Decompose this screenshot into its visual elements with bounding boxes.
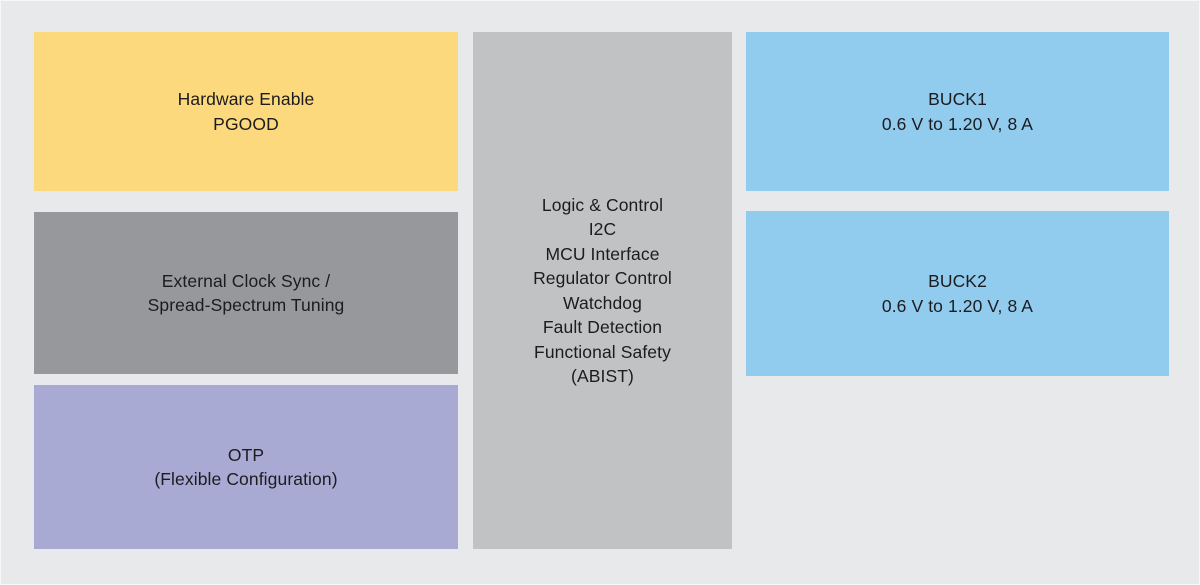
block-external-clock-sync: External Clock Sync / Spread-Spectrum Tu…	[34, 212, 458, 374]
block-line: BUCK2	[928, 271, 987, 291]
block-line: Hardware Enable	[177, 89, 315, 109]
block-line: External Clock Sync /	[161, 270, 331, 291]
block-line: I2C	[588, 219, 617, 239]
block-line: Regulator Control	[533, 268, 672, 288]
block-hardware-enable: Hardware Enable PGOOD	[34, 32, 458, 191]
block-otp: OTP (Flexible Configuration)	[34, 385, 458, 549]
block-line: BUCK1	[928, 89, 987, 109]
block-buck2-regulator: BUCK2 0.6 V to 1.20 V, 8 A	[746, 211, 1169, 376]
block-line: 0.6 V to 1.20 V, 8 A	[881, 113, 1034, 134]
block-line: (ABIST)	[571, 366, 634, 386]
block-line: Fault Detection	[542, 317, 663, 337]
block-line: Spread-Spectrum Tuning	[147, 295, 345, 315]
block-line: OTP	[227, 444, 265, 465]
block-line: 0.6 V to 1.20 V, 8 A	[881, 295, 1034, 316]
block-line: MCU Interface	[545, 243, 660, 264]
block-line: Logic & Control	[541, 194, 664, 215]
block-line: (Flexible Configuration)	[154, 469, 338, 489]
block-buck1-regulator: BUCK1 0.6 V to 1.20 V, 8 A	[746, 32, 1169, 191]
block-line: PGOOD	[213, 113, 279, 134]
block-line: Watchdog	[563, 292, 642, 313]
block-line: Functional Safety	[534, 341, 671, 362]
block-logic-and-control: Logic & Control I2C MCU Interface Regula…	[473, 32, 732, 549]
